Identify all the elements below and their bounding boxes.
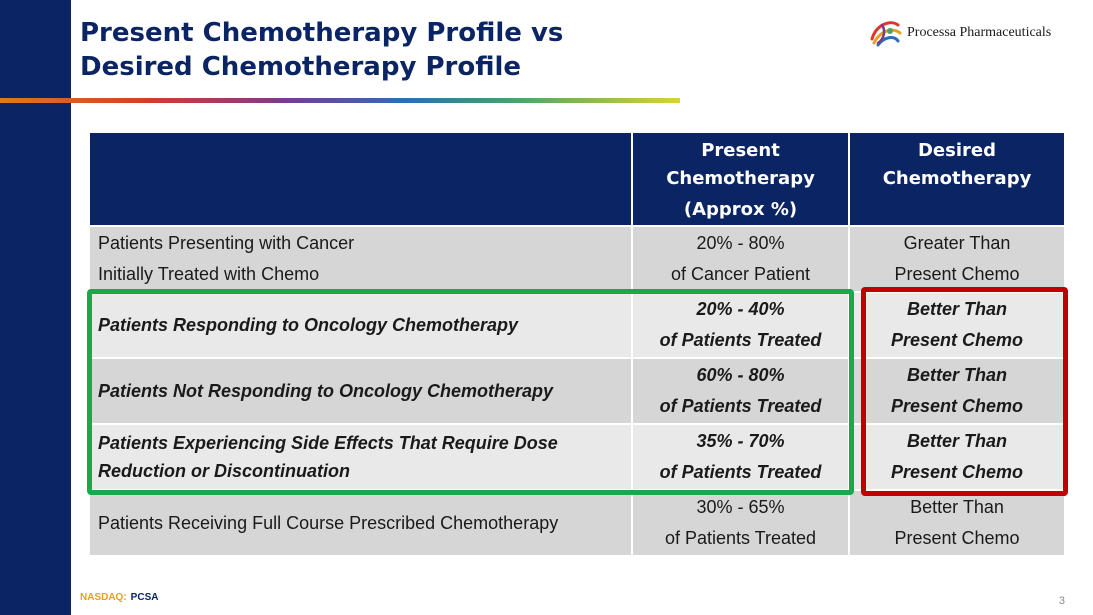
row-category-line: Patients Experiencing Side Effects That … — [98, 433, 558, 453]
row-present-value: 30% - 65% of Patients Treated — [631, 489, 850, 557]
red-highlight-box — [861, 287, 1068, 496]
row-present-line: 35% - 70% — [696, 431, 785, 451]
row-desired-value: Better Than Present Chemo — [848, 489, 1066, 557]
row-present-value: 60% - 80% of Patients Treated — [631, 357, 850, 425]
row-present-line: 60% - 80% — [696, 365, 785, 385]
row-present-line: of Patients Treated — [659, 462, 822, 482]
left-navy-sidebar — [0, 0, 71, 615]
slide-title: Present Chemotherapy Profile vs Desired … — [80, 16, 563, 84]
header-present-line: Present — [701, 140, 780, 161]
row-category-line: Initially Treated with Chemo — [98, 264, 320, 284]
row-present-line: 20% - 40% — [696, 299, 785, 319]
row-desired-value: Better Than Present Chemo — [848, 357, 1066, 425]
row-category-line: Patients Responding to Oncology Chemothe… — [98, 315, 519, 335]
header-desired-line: Chemotherapy — [882, 168, 1032, 189]
processa-swirl-logo-icon — [870, 21, 902, 47]
company-logo-name: Processa Pharmaceuticals — [907, 25, 1052, 40]
row-desired-line: Better Than — [906, 299, 1007, 319]
row-desired-line: Greater Than — [903, 233, 1011, 253]
title-gradient-rule — [0, 98, 680, 103]
row-category: Patients Receiving Full Course Prescribe… — [88, 489, 633, 557]
row-present-value: 35% - 70% of Patients Treated — [631, 423, 850, 491]
header-desired-chemotherapy: Desired Chemotherapy — [848, 131, 1066, 227]
green-highlight-box — [87, 289, 854, 495]
row-category: Patients Not Responding to Oncology Chem… — [88, 357, 633, 425]
row-desired-line: Present Chemo — [890, 330, 1024, 350]
header-present-chemotherapy: Present Chemotherapy (Approx %) — [631, 131, 850, 227]
table-row: Patients Presenting with Cancer Initiall… — [88, 225, 1066, 293]
row-present-line: of Cancer Patient — [670, 264, 811, 284]
row-present-line: 20% - 80% — [696, 233, 785, 253]
table-row: Patients Experiencing Side Effects That … — [88, 423, 1066, 491]
row-category-line: Patients Presenting with Cancer — [98, 233, 355, 253]
row-category: Patients Presenting with Cancer Initiall… — [88, 225, 633, 293]
header-category — [88, 131, 633, 227]
row-desired-line: Present Chemo — [890, 396, 1024, 416]
row-category-line: Patients Receiving Full Course Prescribe… — [98, 512, 559, 533]
row-present-value: 20% - 80% of Cancer Patient — [631, 225, 850, 293]
row-desired-line: Present Chemo — [890, 462, 1024, 482]
table-row: Patients Receiving Full Course Prescribe… — [88, 489, 1066, 557]
row-desired-line: Better Than — [906, 431, 1007, 451]
row-category-line: Reduction or Discontinuation — [98, 461, 350, 481]
slide-title-line-2: Desired Chemotherapy Profile — [80, 52, 522, 82]
header-present-line: (Approx %) — [683, 199, 798, 220]
row-desired-line: Better Than — [910, 497, 1004, 517]
table-header-row: Present Chemotherapy (Approx %) Desired … — [88, 131, 1066, 227]
row-desired-line: Present Chemo — [894, 528, 1020, 548]
row-desired-line: Better Than — [906, 365, 1007, 385]
row-present-line: 30% - 65% — [696, 497, 785, 517]
row-desired-value: Greater Than Present Chemo — [848, 225, 1066, 293]
slide-title-line-1: Present Chemotherapy Profile vs — [80, 18, 564, 48]
header-present-line: Chemotherapy — [666, 168, 815, 189]
row-category-line: Patients Not Responding to Oncology Chem… — [98, 381, 554, 401]
company-logo: Processa Pharmaceuticals — [868, 16, 1051, 50]
row-category: Patients Experiencing Side Effects That … — [88, 423, 633, 491]
row-present-line: of Patients Treated — [664, 528, 817, 548]
stock-symbol: PCSA — [130, 592, 159, 603]
stock-ticker: NASDAQ: PCSA — [80, 592, 158, 603]
page-number: 3 — [1058, 595, 1065, 607]
stock-exchange: NASDAQ: — [80, 592, 127, 603]
row-present-line: of Patients Treated — [659, 396, 822, 416]
row-desired-line: Present Chemo — [894, 264, 1020, 284]
table-row: Patients Not Responding to Oncology Chem… — [88, 357, 1066, 425]
row-desired-value: Better Than Present Chemo — [848, 291, 1066, 359]
row-present-line: of Patients Treated — [659, 330, 822, 350]
row-category: Patients Responding to Oncology Chemothe… — [88, 291, 633, 359]
header-desired-line: Desired — [917, 140, 996, 161]
